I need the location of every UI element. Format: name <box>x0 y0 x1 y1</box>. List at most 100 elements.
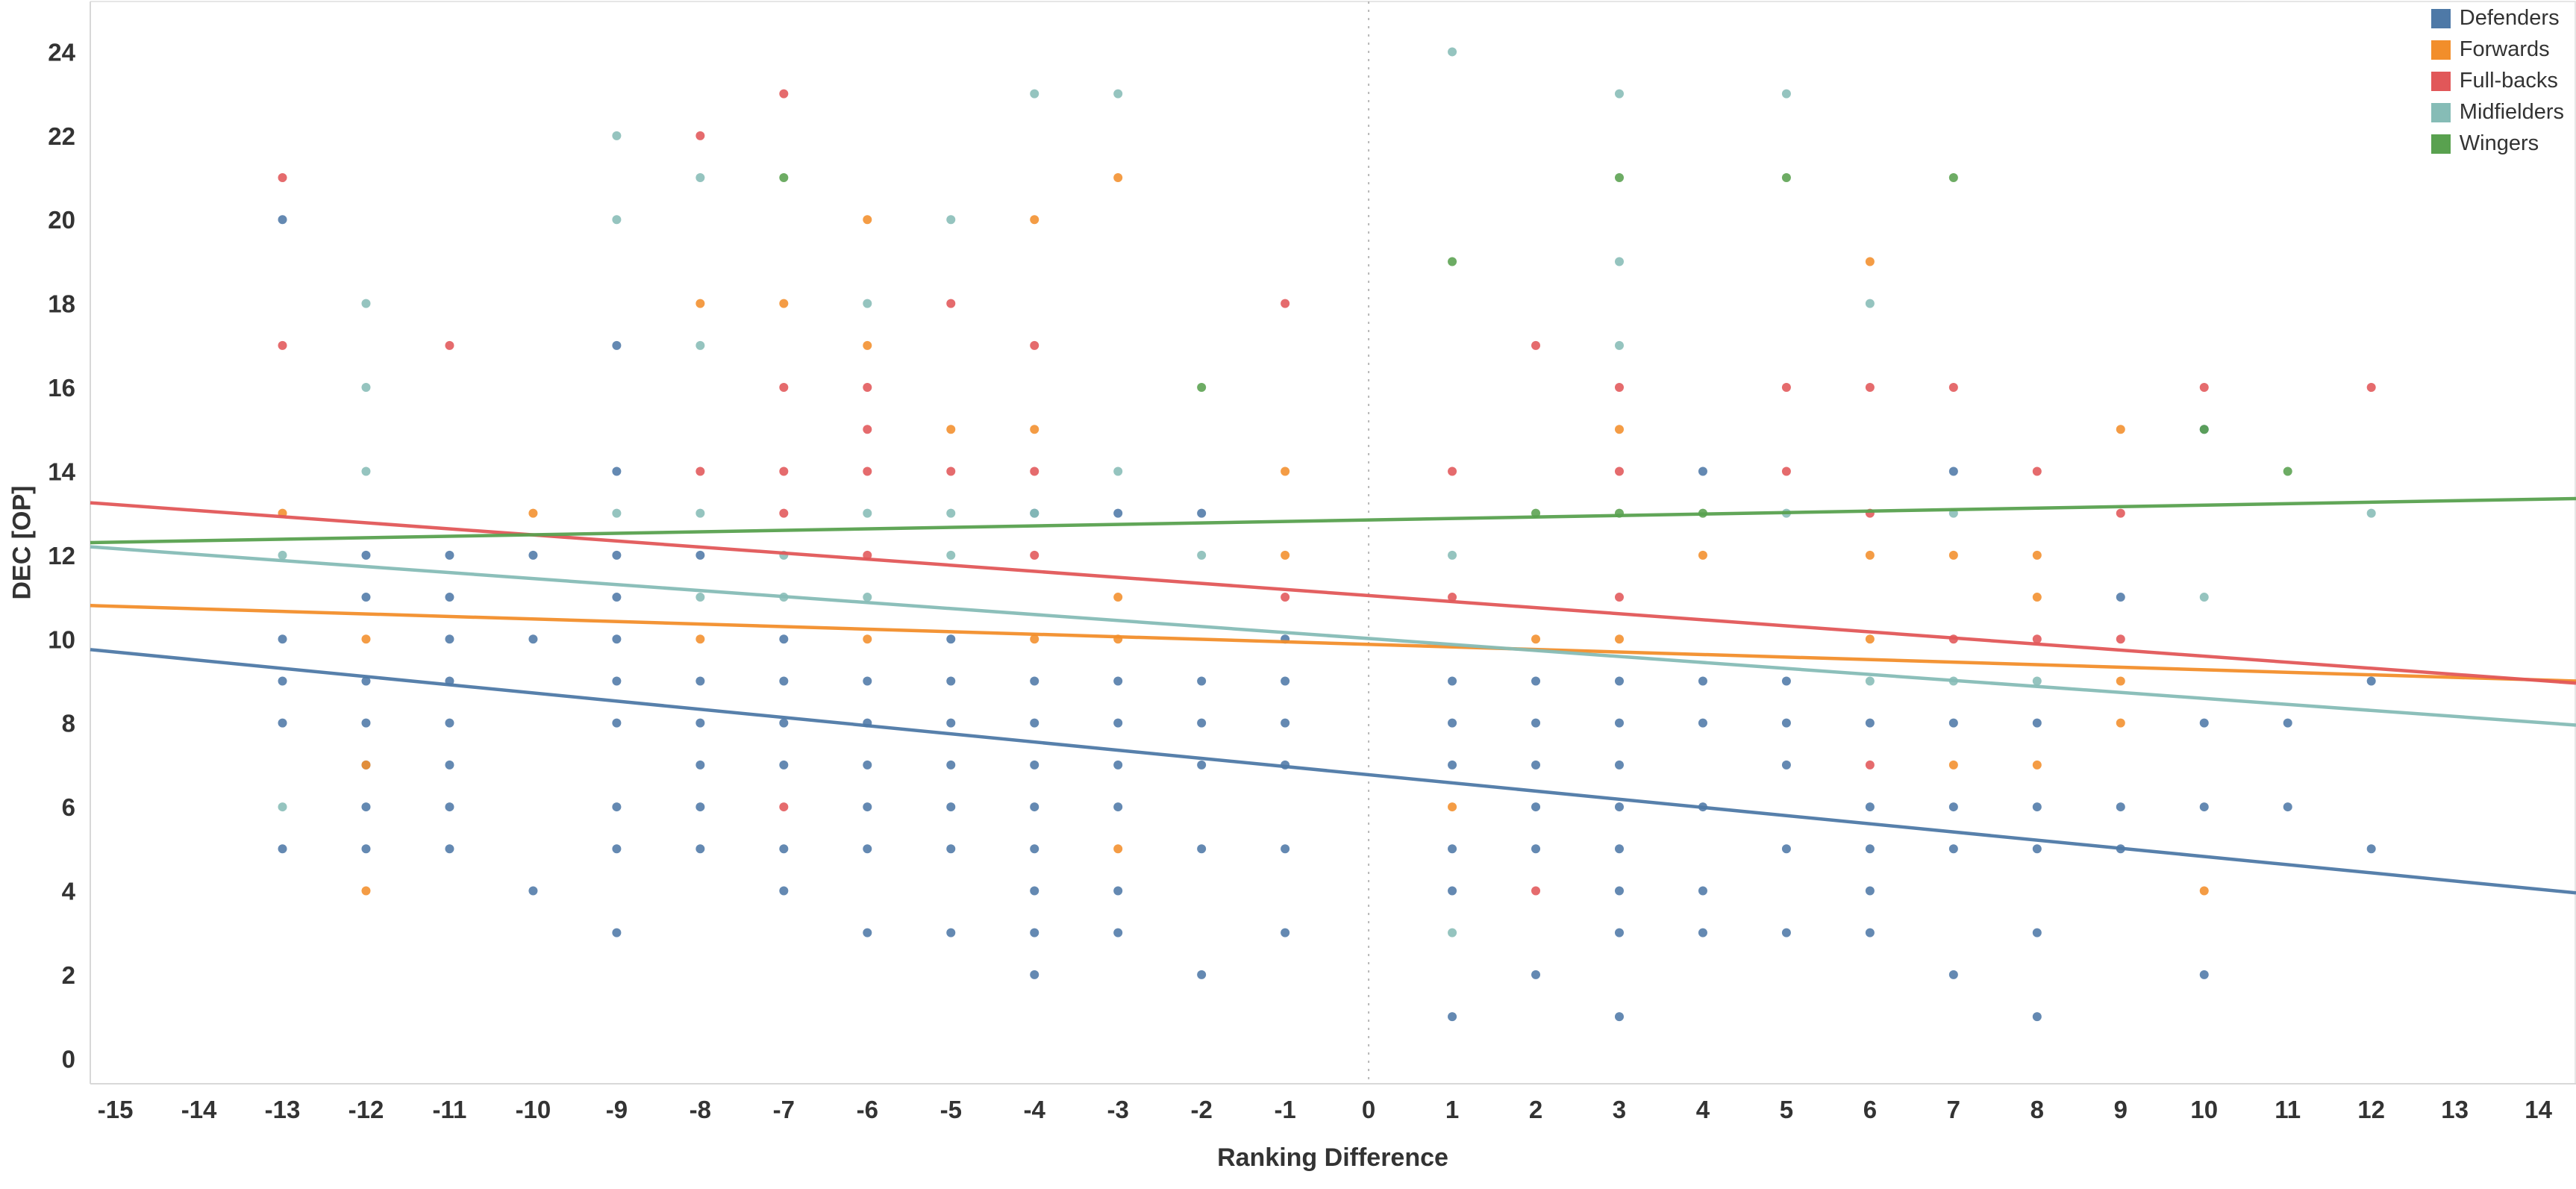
scatter-point-midfielders[interactable] <box>278 550 287 560</box>
scatter-point-defenders[interactable] <box>1531 844 1541 854</box>
scatter-point-defenders[interactable] <box>946 676 956 686</box>
scatter-point-defenders[interactable] <box>2199 802 2209 812</box>
scatter-point-defenders[interactable] <box>1030 928 1040 937</box>
scatter-point-defenders[interactable] <box>1781 928 1791 937</box>
scatter-point-defenders[interactable] <box>1113 928 1123 937</box>
scatter-point-defenders[interactable] <box>445 634 454 644</box>
scatter-point-defenders[interactable] <box>695 802 705 812</box>
scatter-point-defenders[interactable] <box>1865 886 1875 896</box>
scatter-point-defenders[interactable] <box>946 928 956 937</box>
scatter-point-forwards[interactable] <box>946 425 956 434</box>
scatter-point-full-backs[interactable] <box>1030 550 1040 560</box>
scatter-point-defenders[interactable] <box>1614 928 1624 937</box>
scatter-point-defenders[interactable] <box>1531 676 1541 686</box>
scatter-point-defenders[interactable] <box>695 676 705 686</box>
scatter-point-forwards[interactable] <box>1865 257 1875 266</box>
scatter-point-forwards[interactable] <box>1948 550 1958 560</box>
scatter-point-defenders[interactable] <box>361 676 371 686</box>
scatter-point-forwards[interactable] <box>1698 550 1707 560</box>
scatter-point-forwards[interactable] <box>2116 718 2125 728</box>
scatter-point-defenders[interactable] <box>2032 718 2042 728</box>
scatter-point-forwards[interactable] <box>863 634 872 644</box>
scatter-point-defenders[interactable] <box>779 886 789 896</box>
scatter-point-forwards[interactable] <box>779 299 789 308</box>
scatter-point-defenders[interactable] <box>2116 802 2125 812</box>
scatter-point-defenders[interactable] <box>695 550 705 560</box>
scatter-point-wingers[interactable] <box>2199 425 2209 434</box>
scatter-point-midfielders[interactable] <box>695 508 705 518</box>
scatter-point-defenders[interactable] <box>361 718 371 728</box>
scatter-point-full-backs[interactable] <box>2032 634 2042 644</box>
scatter-point-forwards[interactable] <box>2116 425 2125 434</box>
scatter-point-defenders[interactable] <box>1948 466 1958 476</box>
scatter-point-defenders[interactable] <box>1113 886 1123 896</box>
scatter-point-defenders[interactable] <box>779 634 789 644</box>
scatter-point-midfielders[interactable] <box>1030 508 1040 518</box>
scatter-point-midfielders[interactable] <box>946 508 956 518</box>
scatter-point-midfielders[interactable] <box>361 383 371 393</box>
scatter-point-defenders[interactable] <box>612 593 622 602</box>
scatter-point-defenders[interactable] <box>1614 844 1624 854</box>
scatter-point-full-backs[interactable] <box>1614 383 1624 393</box>
scatter-point-full-backs[interactable] <box>445 340 454 350</box>
scatter-point-defenders[interactable] <box>1948 718 1958 728</box>
scatter-point-forwards[interactable] <box>1113 173 1123 183</box>
scatter-point-defenders[interactable] <box>863 844 872 854</box>
scatter-point-defenders[interactable] <box>612 718 622 728</box>
scatter-point-midfielders[interactable] <box>1865 299 1875 308</box>
scatter-point-full-backs[interactable] <box>1614 593 1624 602</box>
scatter-point-full-backs[interactable] <box>1030 340 1040 350</box>
scatter-point-defenders[interactable] <box>1197 760 1207 770</box>
scatter-point-forwards[interactable] <box>863 340 872 350</box>
scatter-point-defenders[interactable] <box>445 844 454 854</box>
scatter-point-forwards[interactable] <box>1531 634 1541 644</box>
scatter-point-defenders[interactable] <box>1113 802 1123 812</box>
scatter-point-defenders[interactable] <box>1614 886 1624 896</box>
scatter-point-defenders[interactable] <box>612 802 622 812</box>
scatter-point-defenders[interactable] <box>1448 1012 1457 1022</box>
scatter-point-defenders[interactable] <box>1197 844 1207 854</box>
scatter-point-defenders[interactable] <box>695 844 705 854</box>
scatter-point-full-backs[interactable] <box>779 508 789 518</box>
scatter-point-defenders[interactable] <box>2366 844 2376 854</box>
scatter-point-defenders[interactable] <box>1781 676 1791 686</box>
scatter-point-defenders[interactable] <box>2283 802 2292 812</box>
scatter-point-wingers[interactable] <box>1614 173 1624 183</box>
scatter-point-defenders[interactable] <box>528 634 538 644</box>
scatter-point-midfielders[interactable] <box>361 299 371 308</box>
scatter-point-defenders[interactable] <box>361 593 371 602</box>
scatter-point-forwards[interactable] <box>1614 425 1624 434</box>
scatter-point-full-backs[interactable] <box>1865 383 1875 393</box>
scatter-point-defenders[interactable] <box>779 676 789 686</box>
scatter-point-defenders[interactable] <box>1448 718 1457 728</box>
scatter-point-defenders[interactable] <box>1614 676 1624 686</box>
scatter-point-forwards[interactable] <box>1281 550 1290 560</box>
scatter-point-defenders[interactable] <box>1781 760 1791 770</box>
scatter-point-full-backs[interactable] <box>1531 340 1541 350</box>
scatter-point-wingers[interactable] <box>1197 383 1207 393</box>
scatter-point-defenders[interactable] <box>1865 844 1875 854</box>
scatter-point-forwards[interactable] <box>1113 844 1123 854</box>
scatter-point-forwards[interactable] <box>863 215 872 225</box>
scatter-point-defenders[interactable] <box>2032 802 2042 812</box>
legend-item-wingers[interactable]: Wingers <box>2430 133 2564 155</box>
scatter-point-defenders[interactable] <box>278 215 287 225</box>
scatter-point-forwards[interactable] <box>2032 760 2042 770</box>
scatter-point-defenders[interactable] <box>863 676 872 686</box>
scatter-point-midfielders[interactable] <box>863 593 872 602</box>
scatter-point-full-backs[interactable] <box>2116 508 2125 518</box>
scatter-point-midfielders[interactable] <box>278 802 287 812</box>
scatter-point-forwards[interactable] <box>1865 550 1875 560</box>
scatter-point-defenders[interactable] <box>1531 802 1541 812</box>
scatter-point-forwards[interactable] <box>361 760 371 770</box>
scatter-point-wingers[interactable] <box>779 173 789 183</box>
scatter-point-full-backs[interactable] <box>863 425 872 434</box>
scatter-point-defenders[interactable] <box>1113 760 1123 770</box>
scatter-point-defenders[interactable] <box>1948 844 1958 854</box>
scatter-point-midfielders[interactable] <box>1865 676 1875 686</box>
scatter-point-forwards[interactable] <box>1865 634 1875 644</box>
scatter-point-midfielders[interactable] <box>695 340 705 350</box>
scatter-point-defenders[interactable] <box>278 676 287 686</box>
scatter-point-defenders[interactable] <box>278 844 287 854</box>
scatter-point-defenders[interactable] <box>612 634 622 644</box>
